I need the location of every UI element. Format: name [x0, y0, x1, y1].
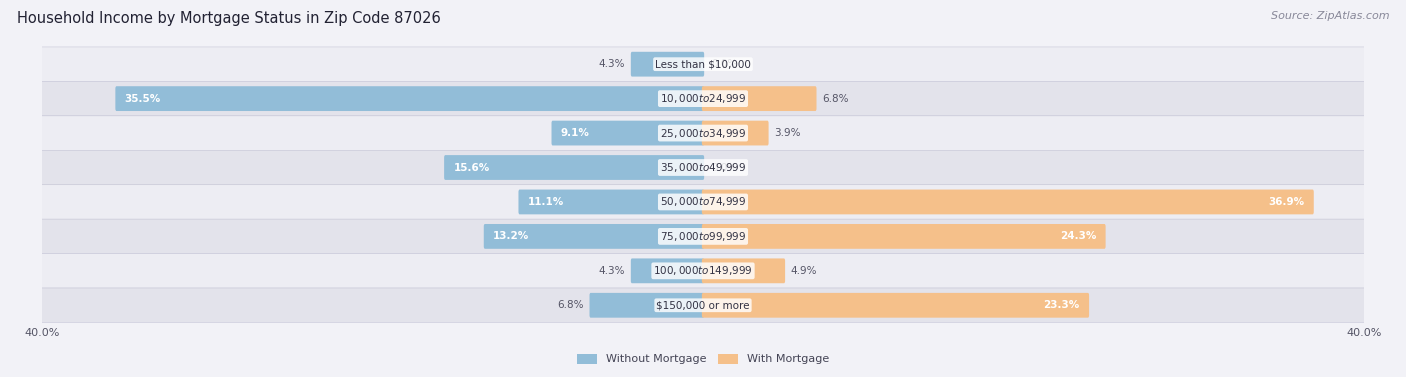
Text: 4.9%: 4.9% — [790, 266, 817, 276]
Text: Household Income by Mortgage Status in Zip Code 87026: Household Income by Mortgage Status in Z… — [17, 11, 440, 26]
FancyBboxPatch shape — [25, 81, 1381, 116]
Text: $50,000 to $74,999: $50,000 to $74,999 — [659, 195, 747, 208]
Text: 23.3%: 23.3% — [1043, 300, 1080, 310]
Text: 0.0%: 0.0% — [711, 162, 738, 173]
Text: 6.8%: 6.8% — [823, 93, 848, 104]
Text: $25,000 to $34,999: $25,000 to $34,999 — [659, 127, 747, 139]
FancyBboxPatch shape — [25, 185, 1381, 219]
Text: 24.3%: 24.3% — [1060, 231, 1097, 241]
FancyBboxPatch shape — [702, 224, 1105, 249]
FancyBboxPatch shape — [25, 254, 1381, 288]
FancyBboxPatch shape — [519, 190, 704, 215]
FancyBboxPatch shape — [702, 259, 785, 283]
Text: 15.6%: 15.6% — [454, 162, 489, 173]
FancyBboxPatch shape — [589, 293, 704, 318]
FancyBboxPatch shape — [551, 121, 704, 146]
Text: 6.8%: 6.8% — [558, 300, 583, 310]
Text: 11.1%: 11.1% — [527, 197, 564, 207]
FancyBboxPatch shape — [702, 86, 817, 111]
FancyBboxPatch shape — [115, 86, 704, 111]
FancyBboxPatch shape — [702, 293, 1090, 318]
Text: 3.9%: 3.9% — [775, 128, 800, 138]
Legend: Without Mortgage, With Mortgage: Without Mortgage, With Mortgage — [572, 349, 834, 369]
FancyBboxPatch shape — [702, 190, 1313, 215]
Text: Less than $10,000: Less than $10,000 — [655, 59, 751, 69]
FancyBboxPatch shape — [25, 219, 1381, 254]
FancyBboxPatch shape — [25, 116, 1381, 150]
FancyBboxPatch shape — [25, 288, 1381, 322]
Text: 9.1%: 9.1% — [561, 128, 589, 138]
FancyBboxPatch shape — [484, 224, 704, 249]
FancyBboxPatch shape — [631, 259, 704, 283]
FancyBboxPatch shape — [444, 155, 704, 180]
Text: $150,000 or more: $150,000 or more — [657, 300, 749, 310]
Text: $35,000 to $49,999: $35,000 to $49,999 — [659, 161, 747, 174]
FancyBboxPatch shape — [25, 150, 1381, 185]
Text: 4.3%: 4.3% — [599, 59, 626, 69]
Text: $100,000 to $149,999: $100,000 to $149,999 — [654, 264, 752, 277]
Text: $10,000 to $24,999: $10,000 to $24,999 — [659, 92, 747, 105]
FancyBboxPatch shape — [631, 52, 704, 77]
FancyBboxPatch shape — [25, 47, 1381, 81]
Text: 36.9%: 36.9% — [1268, 197, 1305, 207]
Text: 13.2%: 13.2% — [494, 231, 530, 241]
Text: 4.3%: 4.3% — [599, 266, 626, 276]
Text: 35.5%: 35.5% — [125, 93, 162, 104]
Text: $75,000 to $99,999: $75,000 to $99,999 — [659, 230, 747, 243]
Text: Source: ZipAtlas.com: Source: ZipAtlas.com — [1271, 11, 1389, 21]
Text: 0.0%: 0.0% — [711, 59, 738, 69]
FancyBboxPatch shape — [702, 121, 769, 146]
